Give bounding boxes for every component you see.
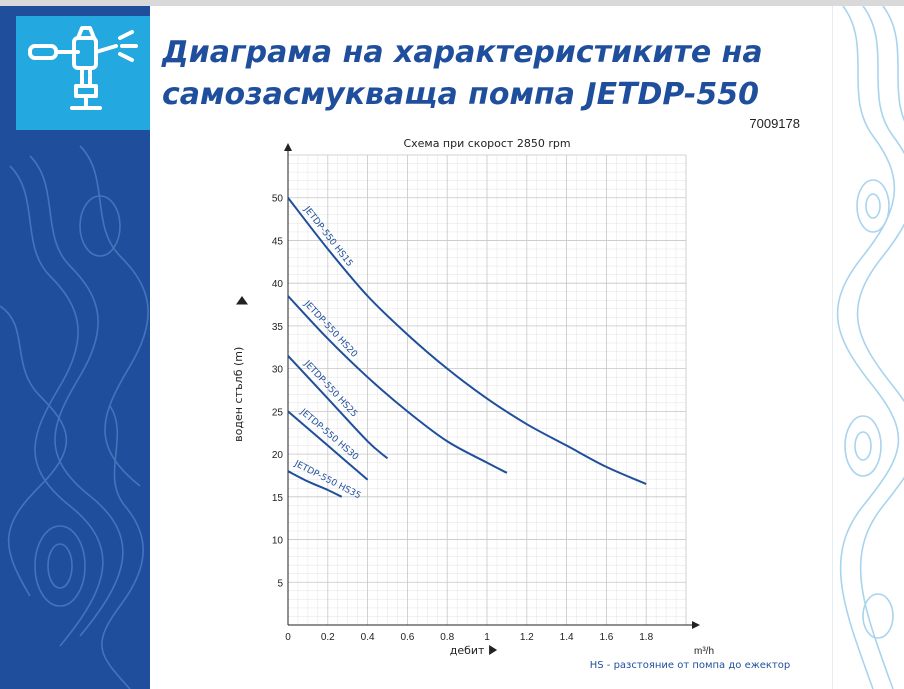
series-line [287, 470, 343, 498]
series-line [287, 410, 369, 481]
x-tick-label: 1.2 [520, 632, 534, 643]
y-tick-label: 30 [272, 365, 284, 376]
y-tick-label: 35 [272, 322, 284, 333]
x-tick-label: 0.8 [440, 632, 454, 643]
x-tick-label: 0.6 [400, 632, 414, 643]
x-tick-label: 1.6 [599, 632, 613, 643]
series-line [287, 197, 647, 485]
chart-title: Схема при скорост 2850 rpm [403, 137, 570, 150]
topographic-pattern-left [0, 145, 149, 689]
footnote: HS - разстояние от помпа до ежектор [589, 660, 791, 671]
performance-chart: Схема при скорост 2850 rpm 0 0.2 0.4 0.6 0.8 1… [232, 137, 714, 657]
x-tick-label: 1 [484, 632, 490, 643]
arrow-icon [489, 645, 498, 655]
y-axis-arrow [284, 143, 292, 151]
product-code: 7009178 [749, 116, 800, 131]
series-label: JETDP-550 HS25 [301, 358, 359, 419]
page-title: Диаграма на характеристиките на самозасм… [162, 32, 822, 116]
decorative-right-band [832, 6, 904, 689]
x-axis-unit: m³/h [694, 646, 714, 657]
sprinkler-icon [28, 26, 138, 110]
title-line-2: самозасмукваща помпа JETDP-550 [162, 77, 759, 112]
x-axis-arrow [692, 621, 700, 629]
x-axis-label: дебит [450, 644, 485, 657]
y-tick-label: 15 [272, 493, 284, 504]
x-tick-label: 0.4 [361, 632, 375, 643]
y-axis-label: воден стълб (m) [232, 347, 245, 442]
top-frame-bar [0, 0, 904, 6]
y-tick-label: 45 [272, 236, 284, 247]
x-tick-label: 1.8 [639, 632, 653, 643]
title-line-1: Диаграма на характеристиките на [162, 35, 763, 70]
arrow-icon [236, 296, 248, 305]
chart-container: Схема при скорост 2850 rpm 0 0.2 0.4 0.6 0.8 1… [220, 130, 820, 680]
series-label: JETDP-550 HS20 [301, 299, 359, 360]
y-tick-label: 25 [272, 407, 284, 418]
x-tick-label: 1.4 [560, 632, 574, 643]
x-tick-label: 0 [285, 632, 291, 643]
series-line [287, 295, 508, 474]
x-tick-label: 0.2 [321, 632, 335, 643]
y-tick-label: 40 [272, 279, 284, 290]
series-line [287, 355, 389, 460]
y-tick-label: 20 [272, 450, 284, 461]
y-tick-label: 50 [272, 194, 284, 205]
topographic-pattern-right [836, 6, 904, 689]
y-tick-label: 10 [272, 536, 284, 547]
y-tick-label: 5 [277, 578, 283, 589]
logo-box [16, 16, 150, 130]
